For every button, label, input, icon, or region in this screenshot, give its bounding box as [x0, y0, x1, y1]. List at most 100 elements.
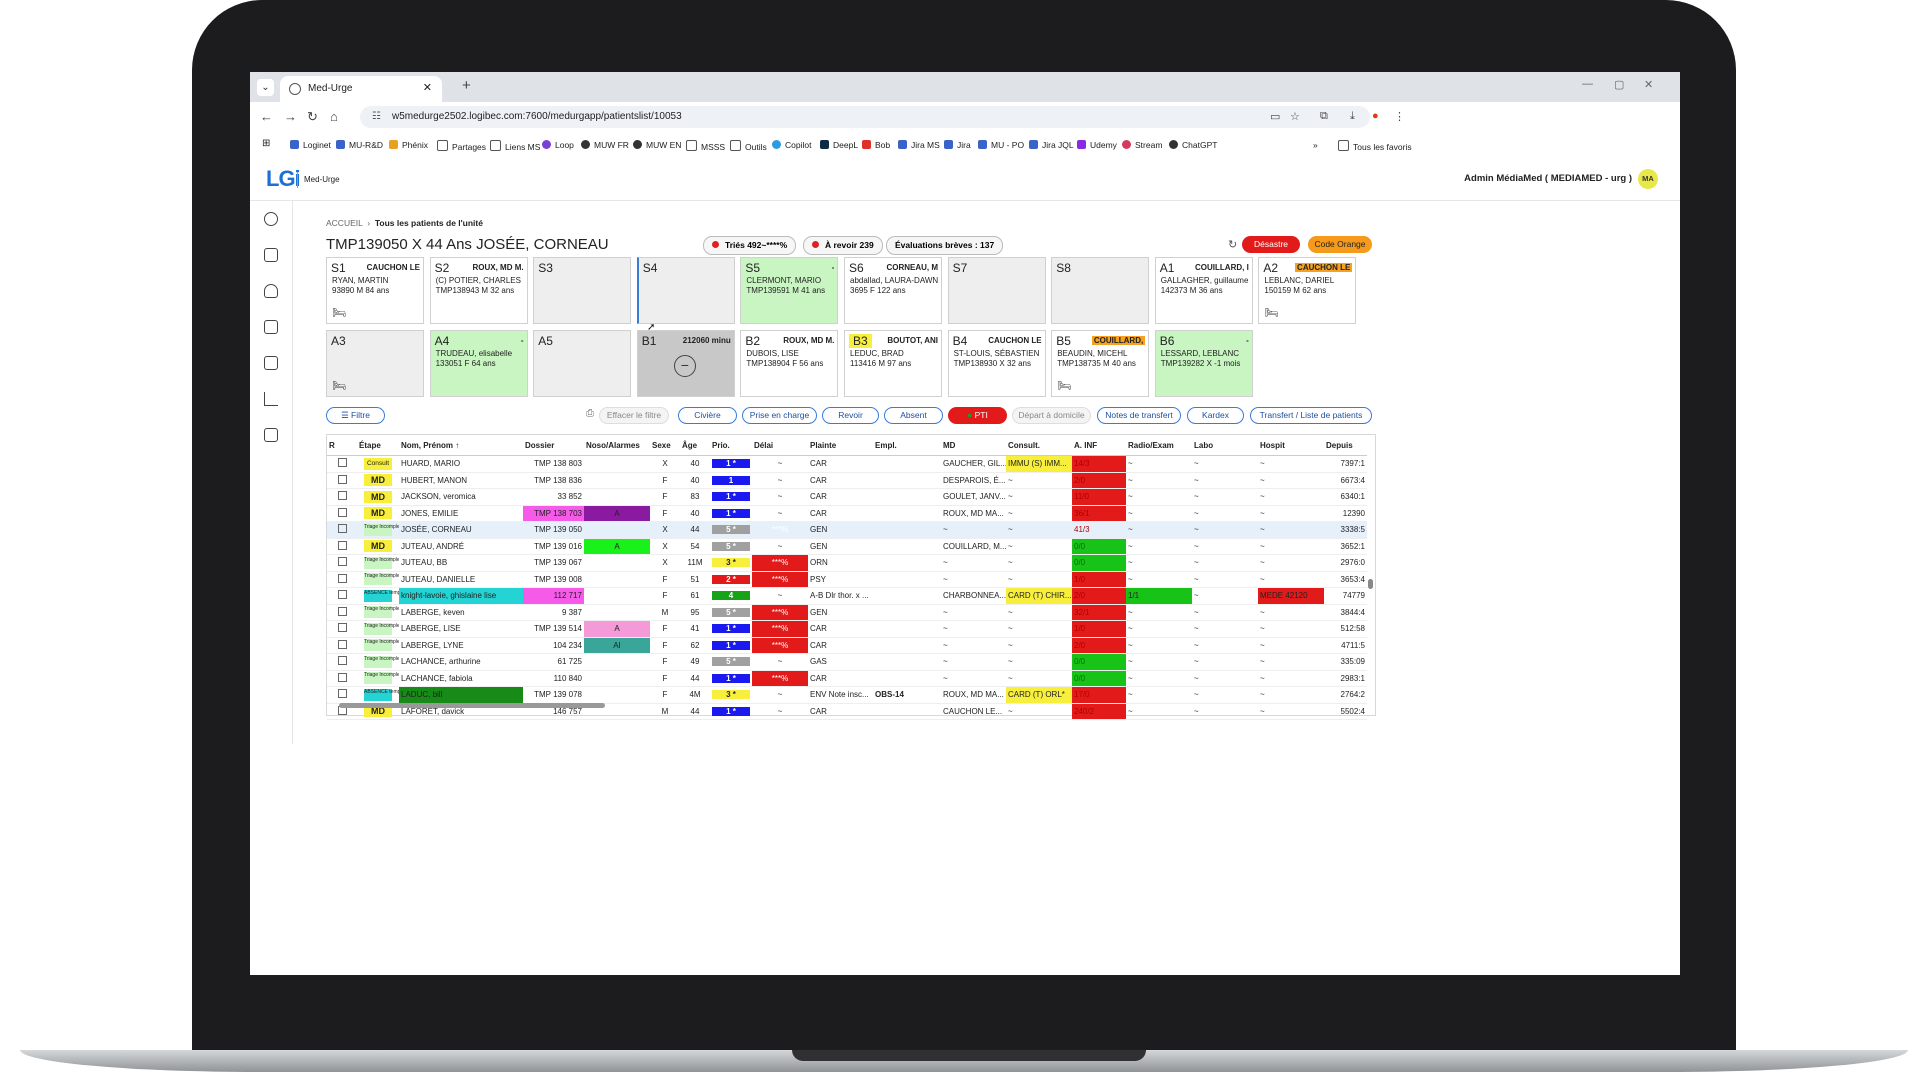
- column-header[interactable]: Noso/Alarmes: [584, 435, 650, 456]
- bed-b4[interactable]: B4 CAUCHON LE ST-LOUIS, SÉBASTIEN TMP138930…: [947, 330, 1046, 397]
- column-header[interactable]: Âge: [680, 435, 710, 456]
- download-icon[interactable]: ⤓: [1350, 110, 1355, 122]
- row-checkbox[interactable]: [337, 524, 347, 534]
- logo[interactable]: LGi: [266, 166, 301, 191]
- breadcrumb-home[interactable]: ACCUEIL: [326, 218, 363, 228]
- column-header[interactable]: Radio/Exam: [1126, 435, 1192, 456]
- patient-name[interactable]: JOSÉE, CORNEAU: [399, 521, 523, 539]
- column-header[interactable]: Consult.: [1006, 435, 1072, 456]
- revoir-pill[interactable]: À revoir 239: [803, 236, 883, 255]
- extensions-icon[interactable]: ⧉: [1320, 110, 1328, 122]
- table-row[interactable]: Triage Incomplet LABERGE, keven 9 387 M 95 5 …: [327, 604, 1367, 621]
- row-checkbox-cell[interactable]: [327, 653, 357, 671]
- site-info-icon[interactable]: ☷: [372, 111, 381, 122]
- absent-button[interactable]: Absent: [884, 407, 943, 424]
- pti-button[interactable]: ● PTI: [948, 407, 1007, 424]
- bookmark-jira[interactable]: Jira: [944, 140, 971, 150]
- row-checkbox-cell[interactable]: [327, 554, 357, 572]
- row-checkbox-cell[interactable]: [327, 604, 357, 621]
- column-header[interactable]: MD: [941, 435, 1006, 456]
- patient-name[interactable]: LACHANCE, fabiola: [399, 670, 523, 687]
- row-checkbox[interactable]: [337, 606, 347, 616]
- bookmark-partages[interactable]: Partages: [437, 140, 486, 152]
- bed-s4[interactable]: S4: [636, 257, 735, 324]
- row-checkbox-cell[interactable]: [327, 472, 357, 489]
- depart-domicile-button[interactable]: Départ à domicile: [1012, 407, 1091, 424]
- row-checkbox[interactable]: [337, 672, 347, 682]
- row-checkbox[interactable]: [337, 491, 347, 501]
- row-checkbox[interactable]: [337, 557, 347, 567]
- column-header[interactable]: Délai: [752, 435, 808, 456]
- folder-icon[interactable]: [264, 356, 278, 370]
- patient-name[interactable]: JUTEAU, ANDRÉ: [399, 538, 523, 555]
- bookmark-muw-fr[interactable]: MUW FR: [581, 140, 629, 150]
- table-row[interactable]: Triage Incomplet JUTEAU, DANIELLE TMP 139 …: [327, 571, 1367, 588]
- bookmark-muw-en[interactable]: MUW EN: [633, 140, 681, 150]
- mail-icon[interactable]: [264, 428, 278, 442]
- horizontal-scrollbar[interactable]: [333, 703, 1363, 709]
- row-checkbox-cell[interactable]: [327, 521, 357, 539]
- tries-pill[interactable]: Triés 492~****%: [703, 236, 797, 255]
- bookmark-chatgpt[interactable]: ChatGPT: [1169, 140, 1217, 150]
- effacer-filtre-button[interactable]: Effacer le filtre: [599, 407, 669, 424]
- desastre-button[interactable]: Désastre: [1242, 236, 1300, 253]
- vertical-scrollbar[interactable]: [1368, 455, 1373, 701]
- table-row[interactable]: MD JUTEAU, ANDRÉ TMP 139 016 A X 54 5 * ~ GEN COU…: [327, 538, 1367, 555]
- table-row[interactable]: MD JACKSON, veromica 33 852 F 83 1 * ~ CAR GOULE…: [327, 488, 1367, 506]
- column-header[interactable]: Labo: [1192, 435, 1258, 456]
- column-header[interactable]: R: [327, 435, 357, 456]
- bookmark-udemy[interactable]: Udemy: [1077, 140, 1117, 150]
- forward-icon[interactable]: →: [284, 109, 297, 124]
- bookmark-loop[interactable]: Loop: [542, 140, 574, 150]
- bed-b1[interactable]: B1 212060 minu −: [636, 330, 735, 397]
- row-checkbox-cell[interactable]: [327, 455, 357, 473]
- bookmark-star-icon[interactable]: ☆: [1290, 111, 1300, 123]
- table-row[interactable]: Triage Incomplet LABERGE, LYNE 104 234 AI F 6…: [327, 637, 1367, 654]
- bookmark-phenix[interactable]: Phénix: [389, 140, 428, 150]
- kardex-button[interactable]: Kardex: [1187, 407, 1244, 424]
- column-header[interactable]: Plainte: [808, 435, 873, 456]
- close-window-icon[interactable]: ✕: [1644, 79, 1654, 91]
- row-checkbox-cell[interactable]: [327, 505, 357, 522]
- bookmark-bob[interactable]: Bob: [862, 140, 890, 150]
- url-bar[interactable]: ☷ w5medurge2502.logibec.com:7600/medurga…: [360, 106, 1370, 128]
- table-row[interactable]: MD JONES, EMILIE TMP 138 703 A F 40 1 * ~ CAR ROU…: [327, 505, 1367, 522]
- patient-name[interactable]: LABERGE, keven: [399, 604, 523, 621]
- table-row[interactable]: MD HUBERT, MANON TMP 138 836 F 40 1 ~ CAR DESPAR…: [327, 472, 1367, 489]
- patient-name[interactable]: JONES, EMILIE: [399, 505, 523, 522]
- column-header[interactable]: Empl.: [873, 435, 941, 456]
- bed-a2[interactable]: A2 CAUCHON LE LEBLANC, DARIEL 150159 M 62 a…: [1258, 257, 1357, 324]
- avatar[interactable]: MA: [1638, 169, 1658, 189]
- notes-transfert-button[interactable]: Notes de transfert: [1097, 407, 1181, 424]
- prise-en-charge-button[interactable]: Prise en charge: [742, 407, 817, 424]
- patient-name[interactable]: JACKSON, veromica: [399, 488, 523, 506]
- row-checkbox[interactable]: [337, 656, 347, 666]
- bed-b5[interactable]: B5 COUILLARD, BEAUDIN, MICEHL TMP138735 M 4…: [1051, 330, 1150, 397]
- patient-name[interactable]: LABERGE, LYNE: [399, 637, 523, 654]
- row-checkbox-cell[interactable]: [327, 686, 357, 704]
- patient-name[interactable]: JUTEAU, BB: [399, 554, 523, 572]
- bed-b2[interactable]: B2 ROUX, MD M. DUBOIS, LISE TMP138904 F 56 …: [740, 330, 839, 397]
- reload-icon[interactable]: ↻: [307, 109, 318, 124]
- bed-a4[interactable]: A4 - TRUDEAU, elisabelle 133051 F 64 ans: [429, 330, 528, 397]
- column-header[interactable]: Sexe: [650, 435, 680, 456]
- bookmark-jira-ms[interactable]: Jira MS: [898, 140, 940, 150]
- row-checkbox[interactable]: [337, 623, 347, 633]
- user-name[interactable]: Admin MédiaMed ( MEDIAMED - urg ): [1464, 173, 1632, 184]
- patient-name[interactable]: knight-lavoie, ghislaine lise: [399, 587, 523, 605]
- row-checkbox-cell[interactable]: [327, 571, 357, 588]
- patient-name[interactable]: LABERGE, LISE: [399, 620, 523, 638]
- column-header[interactable]: Nom, Prénom ↑: [399, 435, 523, 456]
- bed-s1[interactable]: S1 CAUCHON LE RYAN, MARTIN 93890 M 84 ans 🛏: [326, 257, 424, 324]
- user-circle-icon[interactable]: [264, 212, 278, 226]
- bookmark-liens-ms[interactable]: Liens MS: [490, 140, 540, 152]
- menu-icon[interactable]: ⋮: [1394, 111, 1405, 123]
- scrollbar-thumb[interactable]: [1368, 579, 1373, 589]
- column-header[interactable]: Hospit: [1258, 435, 1324, 456]
- browser-tab[interactable]: Med-Urge ✕: [280, 76, 442, 102]
- hospital-icon[interactable]: [264, 248, 278, 262]
- row-checkbox-cell[interactable]: [327, 488, 357, 506]
- row-checkbox[interactable]: [337, 474, 347, 484]
- tab-list-icon[interactable]: ⌄: [257, 79, 274, 96]
